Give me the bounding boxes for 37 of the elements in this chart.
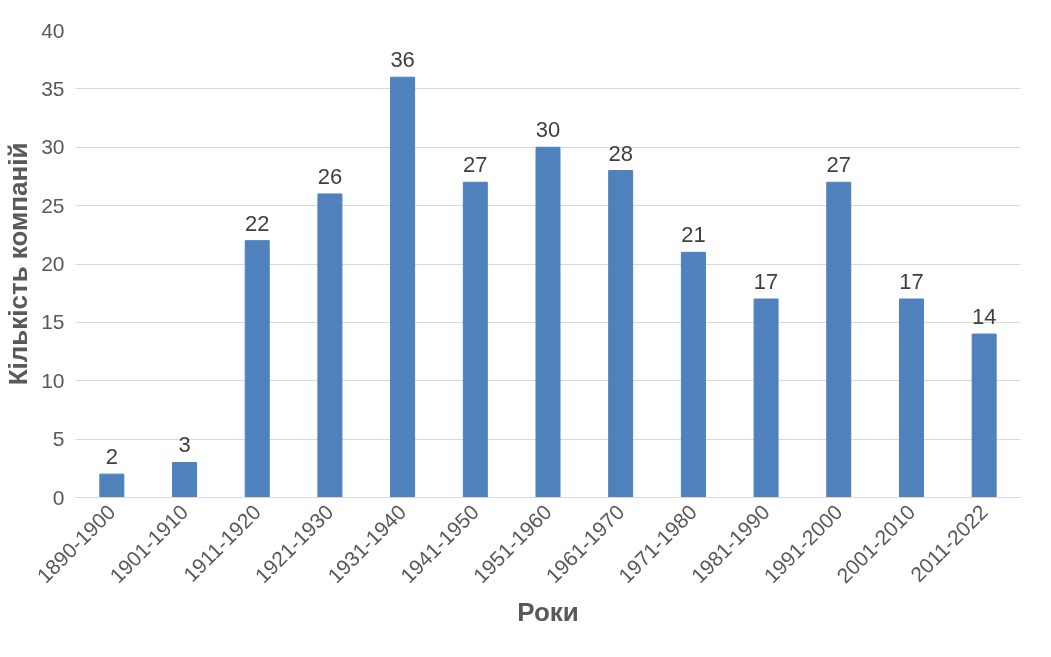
data-label: 14 [971,304,997,330]
y-tick-label: 20 [41,252,65,275]
y-tick-label: 35 [41,76,65,100]
y-tick-label: 40 [41,18,65,42]
y-tick-label: 25 [41,193,65,217]
bar [317,193,343,498]
bar [535,146,561,498]
data-label: 2 [105,444,118,470]
bar [172,461,198,498]
bar [608,170,634,498]
data-label: 17 [753,269,779,295]
bar [826,181,852,498]
data-label: 27 [463,152,488,178]
y-tick-label: 10 [41,368,65,392]
data-label: 28 [608,140,633,166]
y-tick-label: 30 [41,135,65,159]
bar [680,251,706,498]
data-label: 26 [317,163,343,189]
data-label: 27 [826,152,852,178]
bar [753,298,779,498]
data-label: 30 [535,117,561,143]
bar [244,240,270,498]
bar [99,473,125,498]
y-axis-title: Кількість компаній [3,142,34,386]
data-label: 17 [899,269,924,295]
bar [462,181,488,498]
bar [898,298,924,498]
y-tick-label: 5 [52,427,65,451]
y-tick-label: 15 [41,310,65,334]
data-label: 3 [178,432,191,458]
bar [971,333,997,498]
data-label: 22 [245,210,270,236]
data-label: 36 [390,47,415,73]
bar [390,76,416,498]
x-axis-title: Роки [517,597,579,628]
data-label: 21 [681,222,706,248]
y-tick-label: 0 [52,485,65,509]
